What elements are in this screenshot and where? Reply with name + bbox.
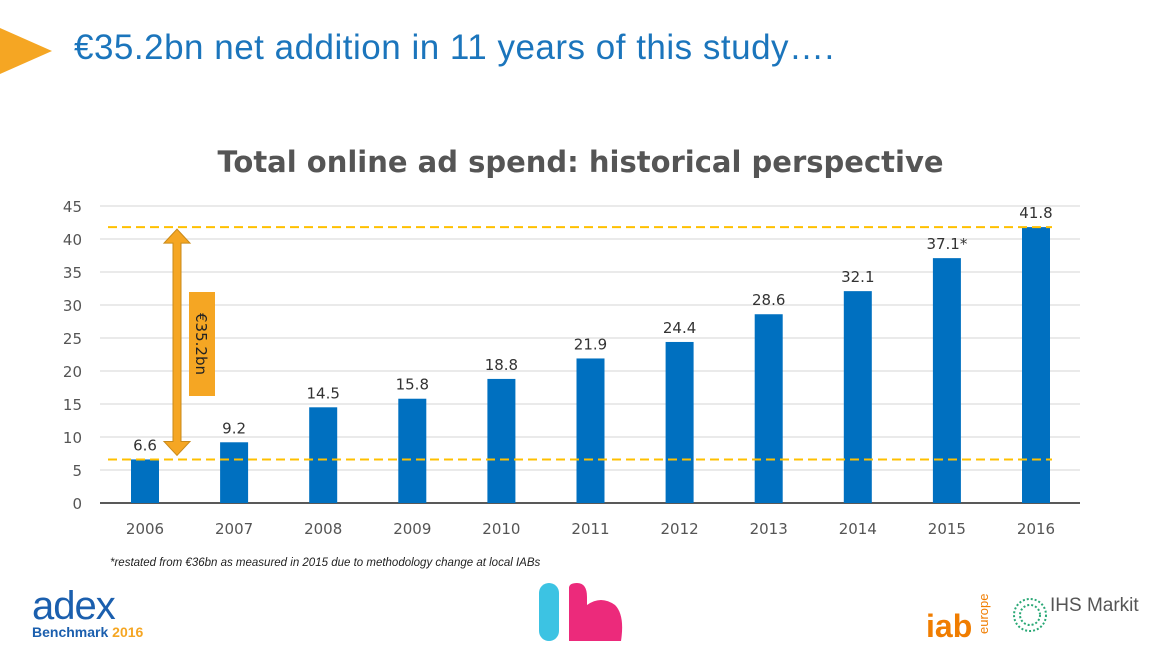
bar-chart: 0 5 10 15 20 25 30 35 40 45 6.6 2006 9.2 2007 14.5 2008… — [63, 198, 1080, 538]
data-label: 6.6 — [133, 436, 157, 454]
x-tick-label: 2012 — [661, 520, 699, 538]
y-tick-label: 25 — [63, 330, 82, 348]
bar-2007 — [220, 442, 249, 503]
adex-logo: adex Benchmark 2016 — [32, 584, 144, 640]
bar-2012 — [665, 341, 694, 503]
data-label: 41.8 — [1019, 204, 1052, 222]
x-tick-label: 2011 — [571, 520, 609, 538]
annotation-box — [189, 292, 215, 396]
y-tick-label: 5 — [72, 462, 82, 480]
x-tick-label: 2008 — [304, 520, 342, 538]
footnote: *restated from €36bn as measured in 2015… — [110, 557, 541, 569]
ihs-markit-logo: IHS Markit — [1050, 595, 1139, 616]
bar-2008 — [309, 407, 338, 503]
svg-text:iab: iab — [926, 608, 972, 644]
data-label: 28.6 — [752, 291, 785, 309]
y-tick-label: 15 — [63, 396, 82, 414]
x-tick-label: 2014 — [839, 520, 877, 538]
bar-2014 — [843, 291, 872, 503]
orange-triangle-marker — [0, 28, 52, 74]
y-tick-label: 0 — [72, 495, 82, 513]
annotation-label: €35.2bn — [192, 313, 210, 375]
x-tick-label: 2006 — [126, 520, 164, 538]
bar-2016 — [1022, 227, 1050, 503]
data-label: 9.2 — [222, 419, 246, 437]
x-tick-label: 2010 — [482, 520, 520, 538]
headline: €35.2bn net addition in 11 years of this… — [74, 28, 835, 67]
y-tick-label: 35 — [63, 264, 82, 282]
data-label: 21.9 — [574, 335, 607, 353]
data-label: 15.8 — [396, 376, 429, 394]
x-tick-label: 2013 — [750, 520, 788, 538]
data-label: 18.8 — [485, 356, 518, 374]
chart-title: Total online ad spend: historical perspe… — [217, 145, 944, 179]
x-tick-label: 2015 — [928, 520, 966, 538]
bar-2006 — [131, 459, 159, 503]
data-label: 32.1 — [841, 268, 874, 286]
bar-2010 — [487, 378, 516, 503]
svg-text:europe: europe — [976, 594, 991, 634]
y-tick-label: 30 — [63, 297, 82, 315]
data-label: 14.5 — [306, 384, 339, 402]
x-tick-label: 2007 — [215, 520, 253, 538]
x-tick-label: 2009 — [393, 520, 431, 538]
x-tick-label: 2016 — [1017, 520, 1055, 538]
bar-2009 — [398, 398, 427, 503]
y-tick-label: 10 — [63, 429, 82, 447]
bar-2013 — [754, 314, 783, 503]
data-label: 37.1* — [926, 235, 967, 253]
double-arrow — [162, 228, 192, 457]
data-label: 24.4 — [663, 319, 696, 337]
y-tick-label: 40 — [63, 231, 82, 249]
y-tick-label: 45 — [63, 198, 82, 216]
y-tick-label: 20 — [63, 363, 82, 381]
ib-logo — [539, 583, 623, 641]
bar-2015 — [932, 258, 961, 503]
bar-2011 — [576, 358, 605, 503]
iab-europe-logo: iab europe — [926, 594, 991, 644]
ihs-globe-icon — [1013, 598, 1047, 632]
